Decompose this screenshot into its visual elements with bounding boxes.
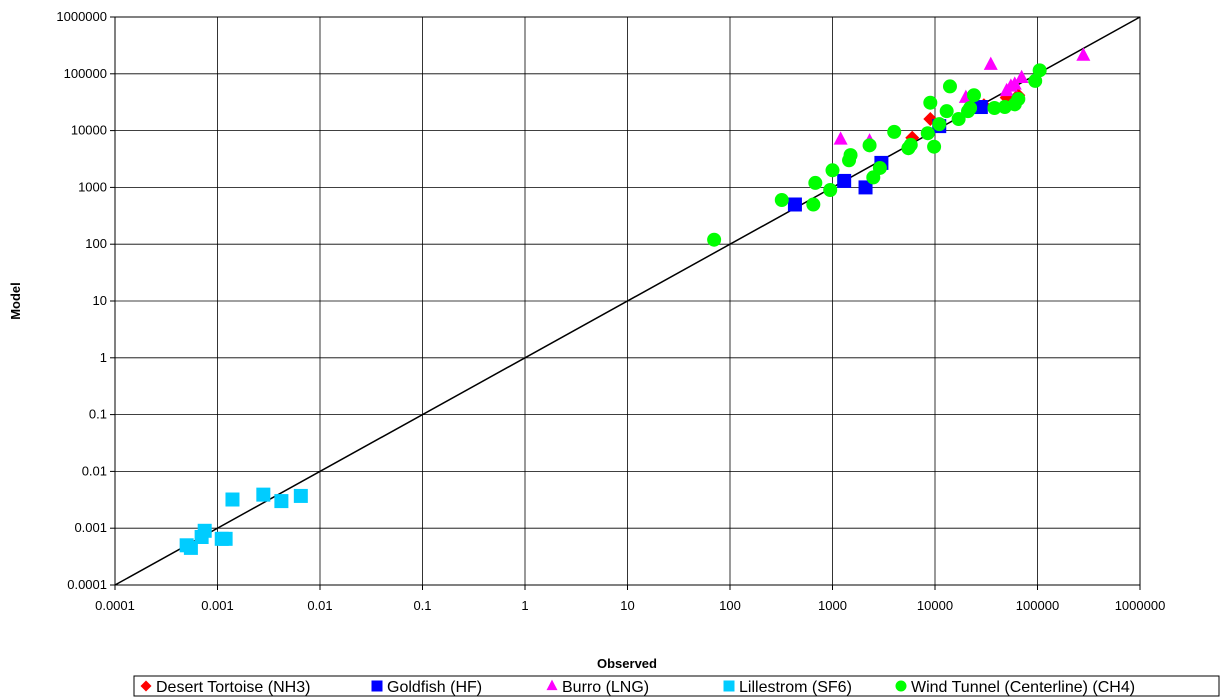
data-point: [843, 148, 858, 163]
x-tick-label: 0.1: [413, 598, 431, 613]
legend-label: Wind Tunnel (Centerline) (CH4): [911, 679, 1135, 696]
y-tick-label: 10: [93, 293, 107, 308]
data-point: [973, 100, 988, 115]
y-tick-label: 100000: [64, 66, 107, 81]
data-point: [787, 197, 802, 212]
data-point: [1011, 92, 1026, 107]
data-point: [951, 112, 966, 127]
legend-marker: [140, 680, 152, 692]
data-point: [774, 193, 789, 208]
data-point: [862, 138, 877, 153]
legend-marker: [371, 680, 383, 692]
y-tick-label: 0.001: [74, 520, 107, 535]
data-point: [887, 124, 902, 139]
legend-box: [133, 675, 1220, 697]
data-point: [293, 488, 308, 503]
x-tick-label: 100000: [1016, 598, 1059, 613]
data-point: [1076, 47, 1091, 61]
series-3: [179, 487, 308, 555]
legend-marker: [546, 679, 558, 691]
series-4: [707, 63, 1047, 247]
data-point: [197, 523, 212, 538]
data-point: [1028, 73, 1043, 88]
legend-label: Desert Tortoise (NH3): [156, 679, 310, 696]
y-tick-label: 100: [85, 236, 107, 251]
x-tick-label: 1000000: [1115, 598, 1166, 613]
x-tick-label: 100: [719, 598, 741, 613]
data-point: [225, 492, 240, 507]
legend: Desert Tortoise (NH3) Goldfish (HF) Burro …: [133, 675, 1220, 697]
data-point: [858, 180, 873, 195]
data-point: [837, 173, 852, 188]
data-point: [903, 137, 918, 152]
data-point: [920, 126, 935, 141]
legend-marker: [895, 680, 907, 692]
data-point: [939, 104, 954, 119]
x-tick-label: 0.0001: [95, 598, 135, 613]
data-point: [1032, 63, 1047, 78]
data-point: [987, 100, 1002, 115]
y-tick-label: 1: [100, 350, 107, 365]
x-tick-label: 0.001: [201, 598, 234, 613]
y-tick-label: 10000: [71, 123, 107, 138]
x-tick-label: 10: [620, 598, 634, 613]
data-point: [218, 531, 233, 546]
x-tick-label: 10000: [917, 598, 953, 613]
data-point: [808, 175, 823, 190]
axis-tick-labels: 0.0001 0.001 0.01 0.1 1 10 100 1000 10000 100000 1…: [56, 9, 1165, 613]
data-point: [942, 79, 957, 94]
data-point: [927, 139, 942, 154]
data-point: [707, 232, 722, 247]
plot-border: [114, 16, 1141, 586]
data-point: [833, 131, 848, 145]
x-tick-label: 0.01: [307, 598, 332, 613]
x-tick-label: 1000: [818, 598, 847, 613]
x-axis-title: Observed: [597, 656, 657, 671]
y-tick-label: 0.1: [89, 407, 107, 422]
data-point: [932, 117, 947, 132]
legend-label: Goldfish (HF): [387, 679, 482, 696]
data-point: [274, 494, 289, 509]
data-point: [966, 88, 981, 103]
data-point: [806, 197, 821, 212]
legend-label: Lillestrom (SF6): [739, 679, 852, 696]
data-point: [1014, 69, 1029, 84]
data-point: [823, 182, 838, 197]
data-points: [179, 47, 1091, 555]
legend-label: Burro (LNG): [562, 679, 649, 696]
y-axis-title: Model: [8, 282, 23, 320]
data-point: [183, 540, 198, 555]
data-point: [923, 95, 938, 110]
data-point: [825, 163, 840, 178]
legend-marker: [723, 680, 735, 692]
y-tick-label: 0.0001: [67, 577, 107, 592]
data-point: [983, 56, 998, 70]
x-tick-label: 1: [521, 598, 528, 613]
y-tick-label: 1000000: [56, 9, 107, 24]
y-tick-label: 1000: [78, 179, 107, 194]
y-tick-label: 0.01: [82, 463, 107, 478]
data-point: [963, 100, 978, 115]
data-point: [256, 487, 271, 502]
data-point: [872, 160, 887, 175]
